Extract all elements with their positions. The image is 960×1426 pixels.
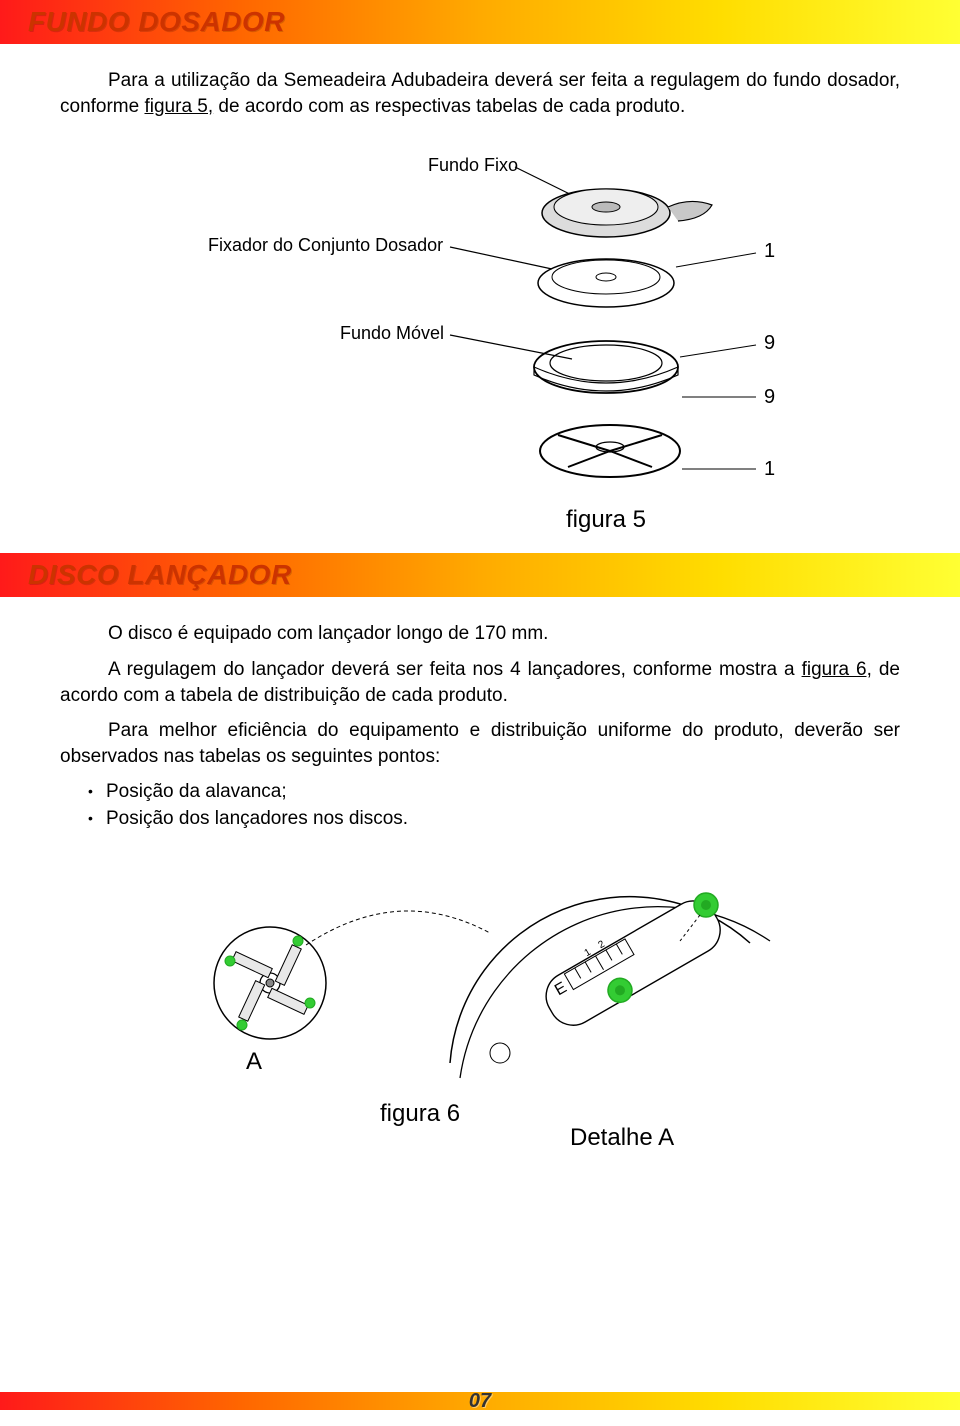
label-fundo-fixo: Fundo Fixo (428, 155, 518, 175)
label-A: A (246, 1048, 262, 1075)
section-header-fundo-dosador: FUNDO DOSADOR (0, 0, 960, 44)
paragraph-2-3: Para melhor eficiência do equipamento e … (60, 718, 900, 769)
paragraph-2-2: A regulagem do lançador deverá ser feita… (60, 657, 900, 708)
page-number: 07 (469, 1390, 491, 1413)
figure-6-area: A E 1 2 (0, 853, 960, 1153)
indicator-9b: 9 (764, 386, 775, 408)
figure-5-area: Fundo Fixo Fixador do Conjunto Dosador F… (0, 149, 960, 539)
p1-tail: de acordo com as respectivas tabelas de … (213, 96, 685, 117)
bullet-1: Posição da alavanca; (88, 779, 900, 806)
label-fundo-movel: Fundo Móvel (340, 323, 444, 343)
label-fixador: Fixador do Conjunto Dosador (208, 235, 443, 255)
content-block-2: O disco é equipado com lançador longo de… (0, 597, 960, 844)
footer-bar: 07 (0, 1392, 960, 1410)
disc-a (214, 911, 490, 1039)
indicator-1a: 1 (764, 240, 775, 262)
figure-6-svg: A E 1 2 (70, 853, 890, 1153)
indicator-1b: 1 (764, 458, 775, 480)
indicator-9a: 9 (764, 332, 775, 354)
figure5-ref: figura 5, (144, 96, 213, 117)
p22-a: A regulagem do lançador deverá ser feita… (108, 659, 802, 680)
paragraph-1: Para a utilização da Semeadeira Adubadei… (60, 68, 900, 119)
section-title-1: FUNDO DOSADOR (28, 6, 285, 38)
bottom-disc-shape (540, 425, 680, 477)
section-header-disco-lancador: DISCO LANÇADOR (0, 553, 960, 597)
figure-5-svg: Fundo Fixo Fixador do Conjunto Dosador F… (120, 149, 840, 539)
fundo-fixo-shape (542, 189, 712, 237)
content-block-1: Para a utilização da Semeadeira Adubadei… (0, 44, 960, 141)
detail-a: E 1 2 (450, 883, 770, 1077)
figure6-detail-label: Detalhe A (570, 1124, 674, 1151)
section-title-2: DISCO LANÇADOR (28, 559, 292, 591)
fundo-movel-shape (534, 341, 678, 393)
bullet-2: Posição dos lançadores nos discos. (88, 806, 900, 833)
bullet-list: Posição da alavanca; Posição dos lançado… (60, 779, 900, 832)
fixador-shape (538, 259, 674, 307)
figure6-caption: figura 6 (380, 1100, 460, 1127)
paragraph-2-1: O disco é equipado com lançador longo de… (60, 621, 900, 647)
figure6-ref: figura 6, (802, 659, 872, 680)
figure5-caption: figura 5 (566, 506, 646, 533)
